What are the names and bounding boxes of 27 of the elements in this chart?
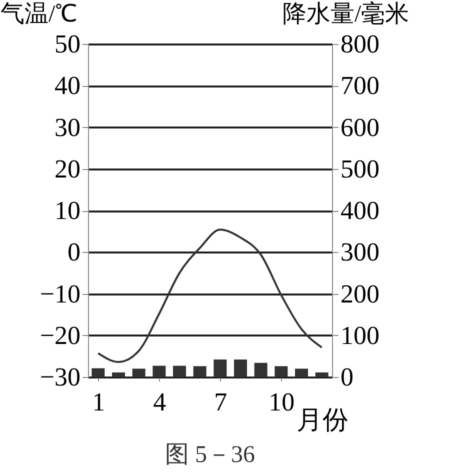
x-tick-label: 7 bbox=[214, 388, 228, 416]
y-tick-label: 20 bbox=[54, 154, 80, 184]
y2-tick-label: 400 bbox=[340, 196, 380, 225]
y-tick-label: −20 bbox=[40, 320, 80, 350]
y-tick-label: 30 bbox=[54, 112, 80, 142]
y-tick-label: 10 bbox=[54, 196, 80, 225]
y2-tick-label: 200 bbox=[340, 279, 380, 308]
y-tick-label: 40 bbox=[54, 71, 80, 100]
y2-tick-label: 0 bbox=[340, 362, 354, 392]
y-tick-label: 50 bbox=[54, 30, 80, 58]
x-tick-label: 1 bbox=[92, 388, 106, 416]
y2-tick-label: 700 bbox=[340, 71, 380, 100]
y-tick-label: −30 bbox=[40, 362, 80, 392]
x-tick-label: 4 bbox=[153, 388, 166, 416]
y2-tick-label: 800 bbox=[340, 30, 380, 58]
y-axis-title: 气温/℃ bbox=[0, 2, 78, 28]
y-tick-label: −10 bbox=[40, 279, 80, 308]
y2-axis-title: 降水量/毫米 bbox=[282, 0, 410, 28]
x-axis-title: 月份 bbox=[296, 406, 348, 434]
y2-tick-label: 600 bbox=[340, 112, 380, 142]
line-series bbox=[97, 228, 323, 364]
y-tick-label: 0 bbox=[68, 238, 80, 267]
x-tick-label: 10 bbox=[268, 388, 295, 416]
y2-tick-label: 500 bbox=[340, 154, 380, 184]
caption: 图 5－36 bbox=[165, 442, 255, 468]
y2-tick-label: 300 bbox=[340, 238, 380, 267]
y2-tick-label: 100 bbox=[340, 320, 380, 350]
